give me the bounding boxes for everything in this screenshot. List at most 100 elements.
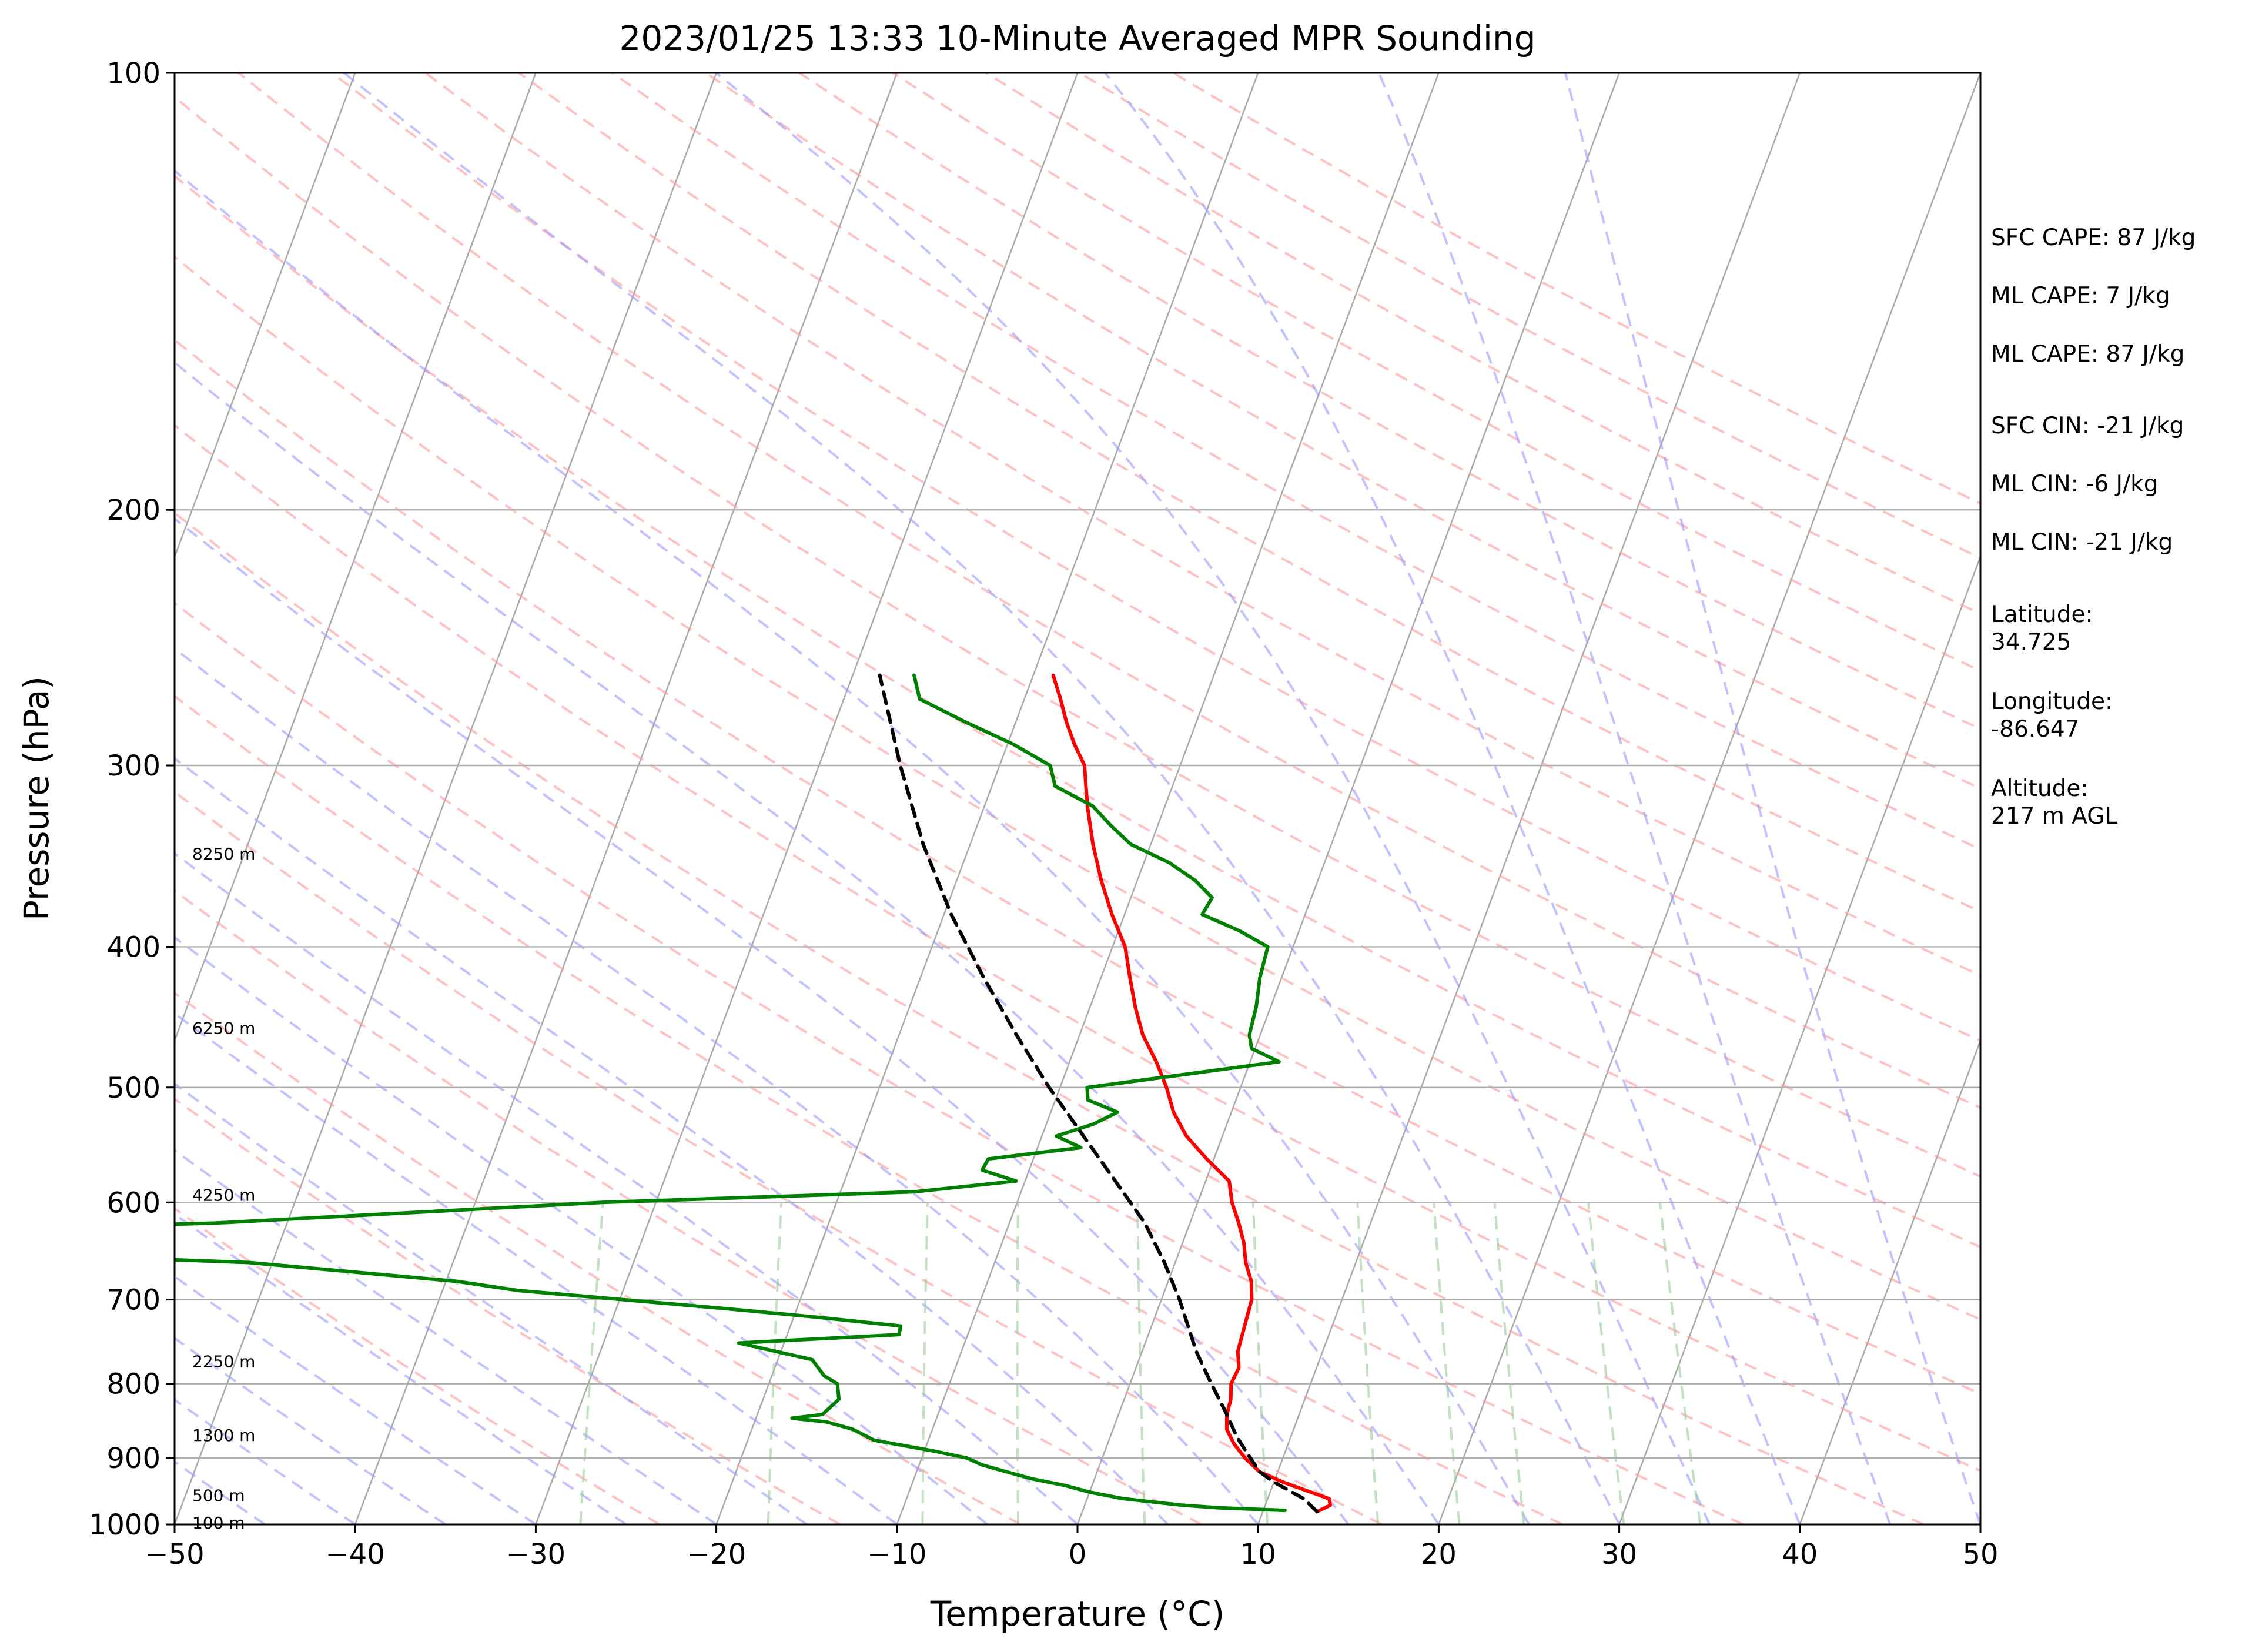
x-tick-label: 10: [1240, 1538, 1276, 1571]
sfc-cape-text: SFC CAPE: 87 J/kg: [1991, 225, 2196, 251]
x-tick-label: −10: [867, 1538, 926, 1571]
isotherm-line: [354, 73, 898, 1524]
dry-adiabat-line: [175, 423, 1980, 1472]
temperature-line: [1051, 673, 1332, 1514]
y-tick-label: 100: [106, 57, 160, 90]
ml-cin-text: ML CIN: -6 J/kg: [1991, 471, 2158, 497]
dry-adiabat-line: [175, 991, 1022, 1524]
height-label: 100 m: [192, 1513, 245, 1533]
moist-adiabat-line: [175, 1336, 446, 1524]
moist-adiabat-line: [1377, 73, 1892, 1524]
dry-adiabat-line: [175, 338, 1980, 1396]
moist-adiabat-line: [715, 73, 1711, 1524]
x-axis: −50 −40 −30 −20 −10 0 10 20 30 40 50: [145, 1524, 1999, 1571]
moist-adiabat-line: [175, 1398, 356, 1524]
height-label: 8250 m: [192, 844, 255, 864]
mixing-ratio-line: [1016, 1202, 1020, 1524]
dry-adiabat-line: [175, 694, 1563, 1524]
y-tick-label: 300: [106, 750, 160, 782]
dry-adiabat-line: [518, 73, 1980, 913]
y-tick-label: 900: [106, 1442, 160, 1475]
dry-adiabat-line: [175, 601, 1744, 1524]
parcel-line: [878, 673, 1319, 1514]
x-tick-label: 30: [1601, 1538, 1637, 1571]
y-tick-label: 700: [106, 1284, 160, 1317]
dry-adiabat-line: [331, 73, 1980, 1042]
isotherm-line: [175, 73, 717, 1524]
x-tick-label: −30: [506, 1538, 565, 1571]
isotherm-line: [175, 73, 537, 1043]
isotherm-line: [1618, 554, 1980, 1524]
mixing-ratio-line: [1587, 1202, 1625, 1524]
isotherm-line: [1438, 73, 1980, 1524]
chart-title: 2023/01/25 13:33 10-Minute Averaged MPR …: [619, 18, 1535, 58]
mixing-ratio-line: [1658, 1202, 1702, 1524]
moist-adiabat-line: [175, 1275, 537, 1524]
moist-adiabat-line: [175, 936, 988, 1524]
x-tick-label: −40: [326, 1538, 385, 1571]
moist-adiabat-line: [175, 647, 1259, 1524]
moist-adiabat-line: [175, 169, 1530, 1524]
dry-adiabat-line: [237, 73, 1980, 1109]
moist-adiabat-line: [175, 1082, 808, 1524]
x-tick-label: 40: [1782, 1538, 1818, 1571]
mixing-ratio-line: [1493, 1202, 1525, 1524]
pressure-gridlines: [175, 509, 1980, 1459]
dry-adiabat-line: [798, 73, 1980, 731]
y-axis: 100 200 300 400 500 600 700 800 900 1000: [89, 57, 175, 1541]
dry-adiabat-line: [175, 1097, 841, 1524]
ml-cin-text-2: ML CIN: -21 J/kg: [1991, 529, 2173, 556]
height-label: 4250 m: [192, 1186, 255, 1205]
ml-cape-text-2: ML CAPE: 87 J/kg: [1991, 341, 2184, 367]
dry-adiabat-line: [175, 95, 1980, 1178]
isotherm-line: [896, 73, 1440, 1524]
dry-adiabat-line: [175, 790, 1383, 1524]
y-tick-label: 800: [106, 1368, 160, 1401]
moist-adiabat-line: [175, 1012, 898, 1524]
dry-adiabat-line: [175, 255, 1980, 1321]
x-tick-label: 0: [1069, 1538, 1087, 1571]
y-tick-label: 500: [106, 1072, 160, 1105]
isotherm-line: [715, 73, 1259, 1524]
moist-adiabat-line: [1104, 73, 1801, 1524]
longitude-label: Longitude:: [1991, 688, 2113, 715]
height-label: 1300 m: [192, 1426, 255, 1445]
moist-adiabat-line: [1564, 73, 1980, 1524]
height-labels: 8250 m 6250 m 4250 m 2250 m 1300 m 500 m 100 m: [192, 844, 255, 1533]
isotherm-line: [1257, 73, 1801, 1524]
dry-adiabat-line: [175, 889, 1202, 1524]
x-tick-label: −50: [145, 1538, 204, 1571]
series-layer: [175, 673, 1332, 1514]
x-axis-label: Temperature (°C): [930, 1594, 1225, 1634]
y-tick-label: 400: [106, 931, 160, 964]
y-axis-label: Pressure (hPa): [16, 676, 56, 921]
mixing-ratio-line: [1433, 1202, 1461, 1524]
x-tick-label: 20: [1421, 1538, 1457, 1571]
dewpoint-line: [175, 673, 1287, 1513]
y-tick-label: 1000: [89, 1509, 160, 1541]
x-tick-label: −20: [687, 1538, 746, 1571]
longitude-value: -86.647: [1991, 716, 2080, 743]
mixing-ratio-line: [921, 1202, 929, 1524]
altitude-label: Altitude:: [1991, 775, 2089, 802]
moist-adiabat-line: [175, 1149, 717, 1524]
isotherm-line: [1799, 1038, 1980, 1524]
background-lines: [175, 73, 1980, 1524]
mixing-ratio-line: [767, 1202, 783, 1524]
isotherm-line: [175, 73, 356, 559]
mixing-ratio-line: [1136, 1202, 1146, 1524]
moist-adiabat-line: [175, 852, 1079, 1524]
latitude-label: Latitude:: [1991, 601, 2093, 628]
height-label: 2250 m: [192, 1352, 255, 1372]
ml-cape-text: ML CAPE: 7 J/kg: [1991, 283, 2170, 309]
isotherm-line: [535, 73, 1079, 1524]
moist-adiabat-line: [343, 73, 1621, 1524]
mixing-ratio-line: [579, 1202, 604, 1524]
dry-adiabat-line: [611, 73, 1980, 851]
dry-adiabat-line: [175, 511, 1925, 1524]
mixing-ratio-line: [1251, 1202, 1269, 1524]
dry-adiabat-line: [175, 1207, 660, 1524]
x-tick-label: 50: [1962, 1538, 1998, 1571]
dry-adiabat-line: [175, 174, 1980, 1249]
